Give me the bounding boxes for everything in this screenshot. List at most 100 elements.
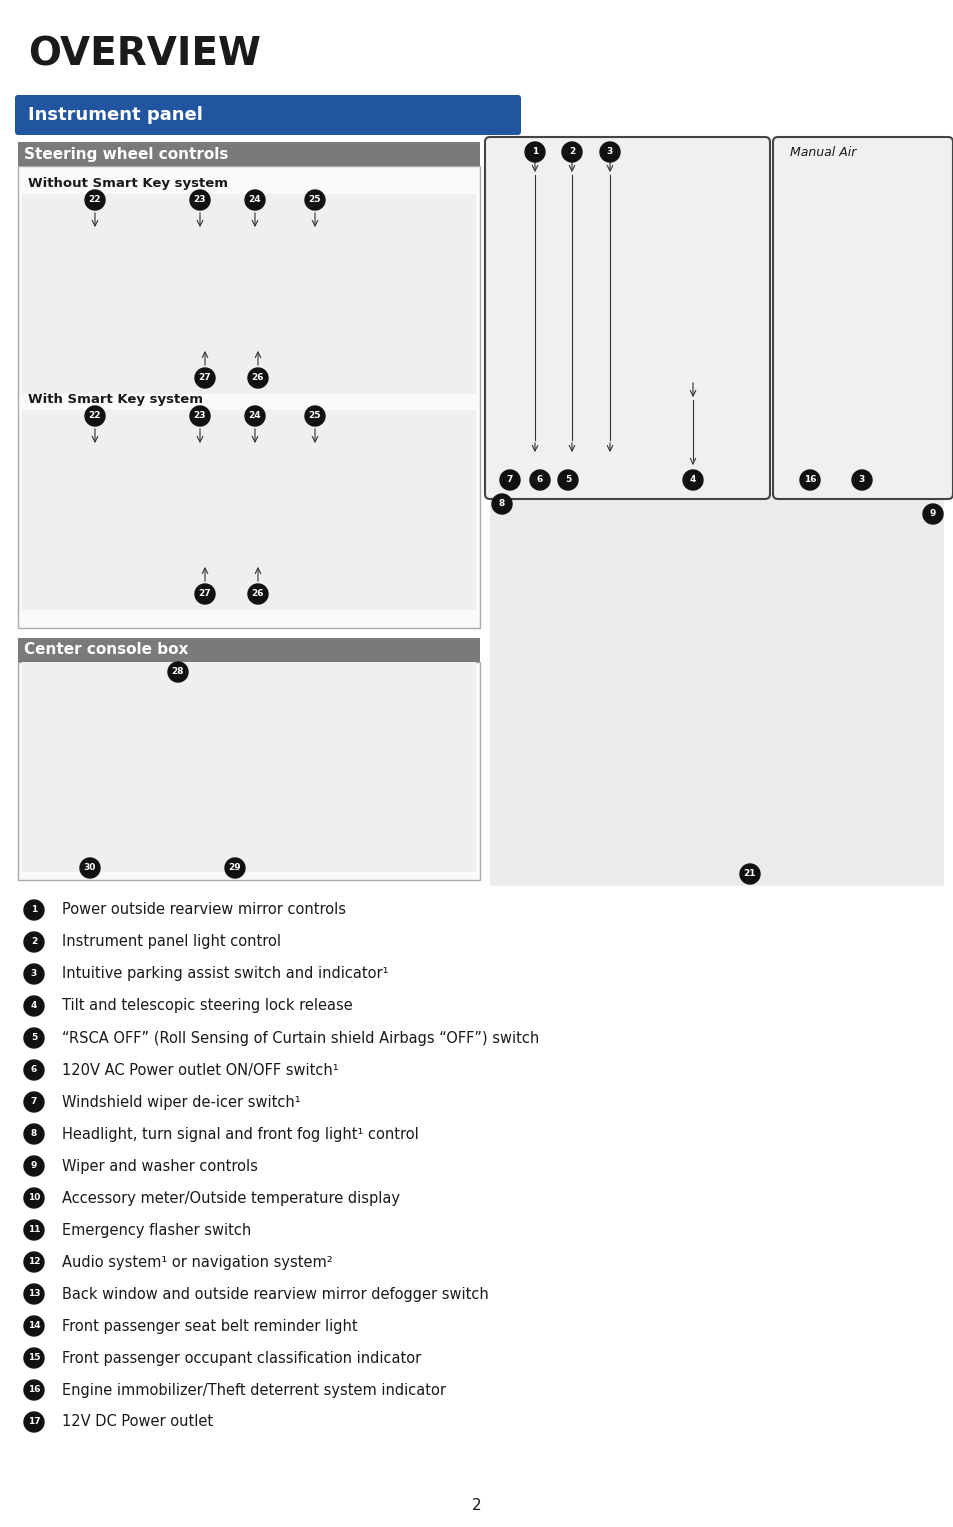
- Bar: [18, 638, 479, 663]
- Circle shape: [80, 858, 100, 878]
- Circle shape: [24, 1284, 44, 1304]
- Text: Center console box: Center console box: [24, 643, 188, 658]
- Text: Power outside rearview mirror controls: Power outside rearview mirror controls: [62, 902, 346, 918]
- Text: 9: 9: [929, 510, 935, 519]
- Circle shape: [492, 495, 512, 515]
- Text: 24: 24: [249, 411, 261, 420]
- Circle shape: [24, 1252, 44, 1272]
- Text: 12V DC Power outlet: 12V DC Power outlet: [62, 1414, 213, 1429]
- Text: 27: 27: [198, 589, 212, 599]
- Circle shape: [24, 1188, 44, 1208]
- Circle shape: [24, 1220, 44, 1240]
- Circle shape: [24, 1412, 44, 1432]
- Text: 11: 11: [28, 1226, 40, 1234]
- Text: 30: 30: [84, 863, 96, 872]
- Text: 3: 3: [30, 970, 37, 979]
- Text: Front passenger seat belt reminder light: Front passenger seat belt reminder light: [62, 1318, 357, 1333]
- Text: 5: 5: [30, 1034, 37, 1043]
- Text: 8: 8: [498, 499, 504, 508]
- Circle shape: [599, 142, 619, 162]
- Circle shape: [740, 864, 760, 884]
- Text: 10: 10: [28, 1194, 40, 1202]
- Text: 9: 9: [30, 1162, 37, 1171]
- Circle shape: [24, 931, 44, 951]
- Text: 23: 23: [193, 195, 206, 205]
- Circle shape: [524, 142, 544, 162]
- Text: Back window and outside rearview mirror defogger switch: Back window and outside rearview mirror …: [62, 1287, 488, 1301]
- Text: 1: 1: [532, 148, 537, 156]
- Text: Emergency flasher switch: Emergency flasher switch: [62, 1223, 251, 1237]
- Circle shape: [24, 996, 44, 1015]
- Text: Engine immobilizer/Theft deterrent system indicator: Engine immobilizer/Theft deterrent syste…: [62, 1382, 446, 1397]
- Text: 7: 7: [506, 475, 513, 484]
- Text: 14: 14: [28, 1321, 40, 1330]
- Text: 26: 26: [252, 374, 264, 382]
- Bar: [490, 495, 943, 886]
- Text: 3: 3: [858, 475, 864, 484]
- Circle shape: [225, 858, 245, 878]
- Circle shape: [558, 470, 578, 490]
- Bar: [490, 495, 943, 886]
- Text: 29: 29: [229, 863, 241, 872]
- Text: 26: 26: [252, 589, 264, 599]
- Circle shape: [24, 1124, 44, 1144]
- Text: 21: 21: [743, 869, 756, 878]
- Text: 24: 24: [249, 195, 261, 205]
- Text: Steering wheel controls: Steering wheel controls: [24, 147, 228, 162]
- Text: 13: 13: [28, 1289, 40, 1298]
- Text: OVERVIEW: OVERVIEW: [28, 35, 260, 73]
- Text: Without Smart Key system: Without Smart Key system: [28, 177, 228, 191]
- Text: Instrument panel light control: Instrument panel light control: [62, 935, 281, 950]
- Text: 17: 17: [28, 1417, 40, 1426]
- Text: 7: 7: [30, 1098, 37, 1107]
- Circle shape: [499, 470, 519, 490]
- Circle shape: [24, 1156, 44, 1176]
- FancyBboxPatch shape: [484, 137, 769, 499]
- Text: 2: 2: [568, 148, 575, 156]
- Text: 120V AC Power outlet ON/OFF switch¹: 120V AC Power outlet ON/OFF switch¹: [62, 1063, 338, 1078]
- Text: Manual Air: Manual Air: [789, 145, 856, 159]
- Text: 2: 2: [472, 1498, 481, 1513]
- Text: 8: 8: [30, 1130, 37, 1139]
- Text: Instrument panel: Instrument panel: [28, 105, 203, 124]
- Circle shape: [24, 1316, 44, 1336]
- Text: 22: 22: [89, 411, 101, 420]
- Text: 12: 12: [28, 1258, 40, 1266]
- Circle shape: [24, 964, 44, 983]
- Bar: [18, 663, 479, 880]
- Text: 1: 1: [30, 906, 37, 915]
- Text: 16: 16: [28, 1385, 40, 1394]
- Bar: [495, 147, 760, 489]
- Circle shape: [194, 368, 214, 388]
- Circle shape: [248, 583, 268, 605]
- Text: 2: 2: [30, 938, 37, 947]
- Circle shape: [682, 470, 702, 490]
- Circle shape: [190, 189, 210, 211]
- Circle shape: [24, 1060, 44, 1080]
- Text: Intuitive parking assist switch and indicator¹: Intuitive parking assist switch and indi…: [62, 967, 388, 982]
- Text: Tilt and telescopic steering lock release: Tilt and telescopic steering lock releas…: [62, 999, 353, 1014]
- Bar: [782, 147, 942, 489]
- Bar: [22, 663, 476, 872]
- Circle shape: [24, 899, 44, 919]
- Text: Wiper and washer controls: Wiper and washer controls: [62, 1159, 257, 1174]
- Text: 4: 4: [689, 475, 696, 484]
- Text: 23: 23: [193, 411, 206, 420]
- Circle shape: [24, 1092, 44, 1112]
- Text: Windshield wiper de-icer switch¹: Windshield wiper de-icer switch¹: [62, 1095, 300, 1110]
- Text: With Smart Key system: With Smart Key system: [28, 394, 203, 406]
- Text: 6: 6: [30, 1066, 37, 1075]
- Text: 22: 22: [89, 195, 101, 205]
- Text: 5: 5: [564, 475, 571, 484]
- FancyBboxPatch shape: [15, 95, 520, 134]
- Text: Headlight, turn signal and front fog light¹ control: Headlight, turn signal and front fog lig…: [62, 1127, 418, 1142]
- Text: Front passenger occupant classification indicator: Front passenger occupant classification …: [62, 1350, 421, 1365]
- Circle shape: [305, 189, 325, 211]
- Circle shape: [190, 406, 210, 426]
- Text: 4: 4: [30, 1002, 37, 1011]
- Circle shape: [24, 1028, 44, 1048]
- Circle shape: [168, 663, 188, 683]
- Circle shape: [24, 1380, 44, 1400]
- Text: 3: 3: [606, 148, 613, 156]
- Text: 27: 27: [198, 374, 212, 382]
